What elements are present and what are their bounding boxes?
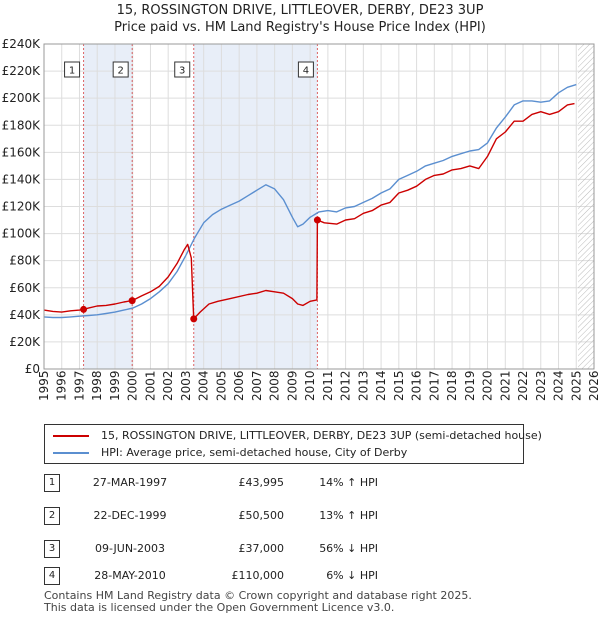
y-tick-label: £220K [2, 64, 42, 78]
x-tick-label: 2023 [534, 370, 548, 401]
x-tick-label: 2006 [232, 370, 246, 401]
footer-licence: This data is licensed under the Open Gov… [44, 601, 395, 614]
footer-copyright: Contains HM Land Registry data © Crown c… [44, 589, 472, 602]
hpi-line [43, 83, 577, 319]
x-tick-label: 2022 [516, 370, 530, 401]
sale-point [80, 305, 88, 313]
sale-number-badge: 1 [44, 474, 60, 492]
sale-date: 27-MAR-1997 [92, 476, 168, 489]
y-tick-label: £80K [9, 254, 41, 268]
hatched-region [578, 44, 594, 369]
legend-label-price-paid: 15, ROSSINGTON DRIVE, LITTLEOVER, DERBY,… [101, 429, 542, 442]
x-tick-label: 2004 [197, 370, 211, 401]
y-tick-label: £200K [2, 91, 42, 105]
x-tick-label: 1996 [55, 370, 69, 401]
sale-number-label: 4 [303, 66, 309, 77]
sale-hpi-change: 13% ↑ HPI [319, 509, 378, 522]
sale-date: 28-MAY-2010 [94, 569, 166, 582]
chart-title-line1: 15, ROSSINGTON DRIVE, LITTLEOVER, DERBY,… [116, 3, 484, 18]
x-tick-label: 2008 [268, 370, 282, 401]
sale-number-label: 3 [179, 66, 185, 77]
legend-label-hpi: HPI: Average price, semi-detached house,… [101, 446, 408, 459]
x-tick-label: 2003 [179, 370, 193, 401]
plot-frame [43, 43, 595, 370]
sale-hpi-change: 56% ↓ HPI [319, 542, 378, 555]
x-tick-label: 2011 [321, 370, 335, 401]
sale-number-label: 1 [69, 66, 75, 77]
chart-title: 15, ROSSINGTON DRIVE, LITTLEOVER, DERBY,… [0, 2, 600, 36]
x-tick-label: 2005 [214, 370, 228, 401]
sale-price: £37,000 [238, 542, 285, 555]
x-tick-label: 2015 [392, 370, 406, 401]
x-tick-label: 2020 [481, 370, 495, 401]
x-tick-label: 2009 [285, 370, 299, 401]
x-tick-label: 2021 [498, 370, 512, 401]
y-tick-label: £240K [2, 37, 42, 51]
sale-point [128, 297, 136, 305]
sale-number-badge: 3 [44, 540, 60, 558]
x-tick-label: 1998 [90, 370, 104, 401]
sale-number-box [297, 61, 314, 78]
x-tick-label: 2026 [587, 370, 600, 401]
sale-row: 2 22-DEC-1999 £50,500 13% ↑ HPI [44, 507, 564, 525]
x-tick-label: 2012 [339, 370, 353, 401]
y-tick-label: £100K [2, 227, 42, 241]
x-tick-label: 1995 [37, 370, 51, 401]
sale-number-box [112, 61, 129, 78]
legend-swatch-price-paid [53, 435, 89, 437]
x-tick-label: 2000 [126, 370, 140, 401]
sale-price: £110,000 [231, 569, 285, 582]
x-tick-label: 1999 [108, 370, 122, 401]
y-tick-label: £20K [9, 335, 41, 349]
x-tick-label: 2025 [569, 370, 583, 401]
sale-number-badge: 4 [44, 567, 60, 585]
sale-price: £50,500 [238, 509, 285, 522]
sale-row: 1 27-MAR-1997 £43,995 14% ↑ HPI [44, 474, 564, 492]
price-chart: £0 £20K £40K £60K £80K £100K £120K £140K £160K £1… [2, 37, 600, 401]
chart-subtitle: Price paid vs. HM Land Registry's House … [114, 20, 486, 35]
sale-point [190, 315, 198, 323]
y-tick-label: £40K [9, 308, 41, 322]
legend-swatch-hpi [53, 452, 89, 454]
x-tick-label: 2016 [410, 370, 424, 401]
x-tick-label: 1997 [72, 370, 86, 401]
y-tick-label: £140K [2, 172, 42, 186]
sale-price: £43,995 [238, 476, 285, 489]
x-tick-label: 2001 [143, 370, 157, 401]
x-tick-label: 2002 [161, 370, 175, 401]
x-tick-label: 2010 [303, 370, 317, 401]
sale-point [313, 216, 321, 224]
y-tick-label: £60K [9, 281, 41, 295]
x-tick-label: 2007 [250, 370, 264, 401]
legend: 15, ROSSINGTON DRIVE, LITTLEOVER, DERBY,… [44, 424, 542, 464]
x-tick-label: 2018 [445, 370, 459, 401]
y-tick-label: £160K [2, 145, 42, 159]
sale-number-box [64, 61, 81, 78]
sale-row: 4 28-MAY-2010 £110,000 6% ↓ HPI [44, 567, 564, 585]
sale-date: 09-JUN-2003 [94, 542, 166, 555]
y-tick-label: £0 [25, 362, 40, 376]
sale-number-box [174, 61, 191, 78]
sale-number-label: 2 [117, 66, 123, 77]
x-tick-label: 2019 [463, 370, 477, 401]
x-tick-label: 2014 [374, 370, 388, 401]
sale-hpi-change: 6% ↓ HPI [326, 569, 378, 582]
footer-attribution: Contains HM Land Registry data © Crown c… [44, 590, 472, 614]
sale-date: 22-DEC-1999 [93, 509, 167, 522]
sale-row: 3 09-JUN-2003 £37,000 56% ↓ HPI [44, 540, 564, 558]
x-tick-label: 2013 [356, 370, 370, 401]
sale-number-badge: 2 [44, 507, 60, 525]
x-tick-label: 2017 [427, 370, 441, 401]
sale-hpi-change: 14% ↑ HPI [319, 476, 378, 489]
x-tick-label: 2024 [552, 370, 566, 401]
y-tick-label: £120K [2, 200, 42, 214]
y-tick-label: £180K [2, 118, 42, 132]
